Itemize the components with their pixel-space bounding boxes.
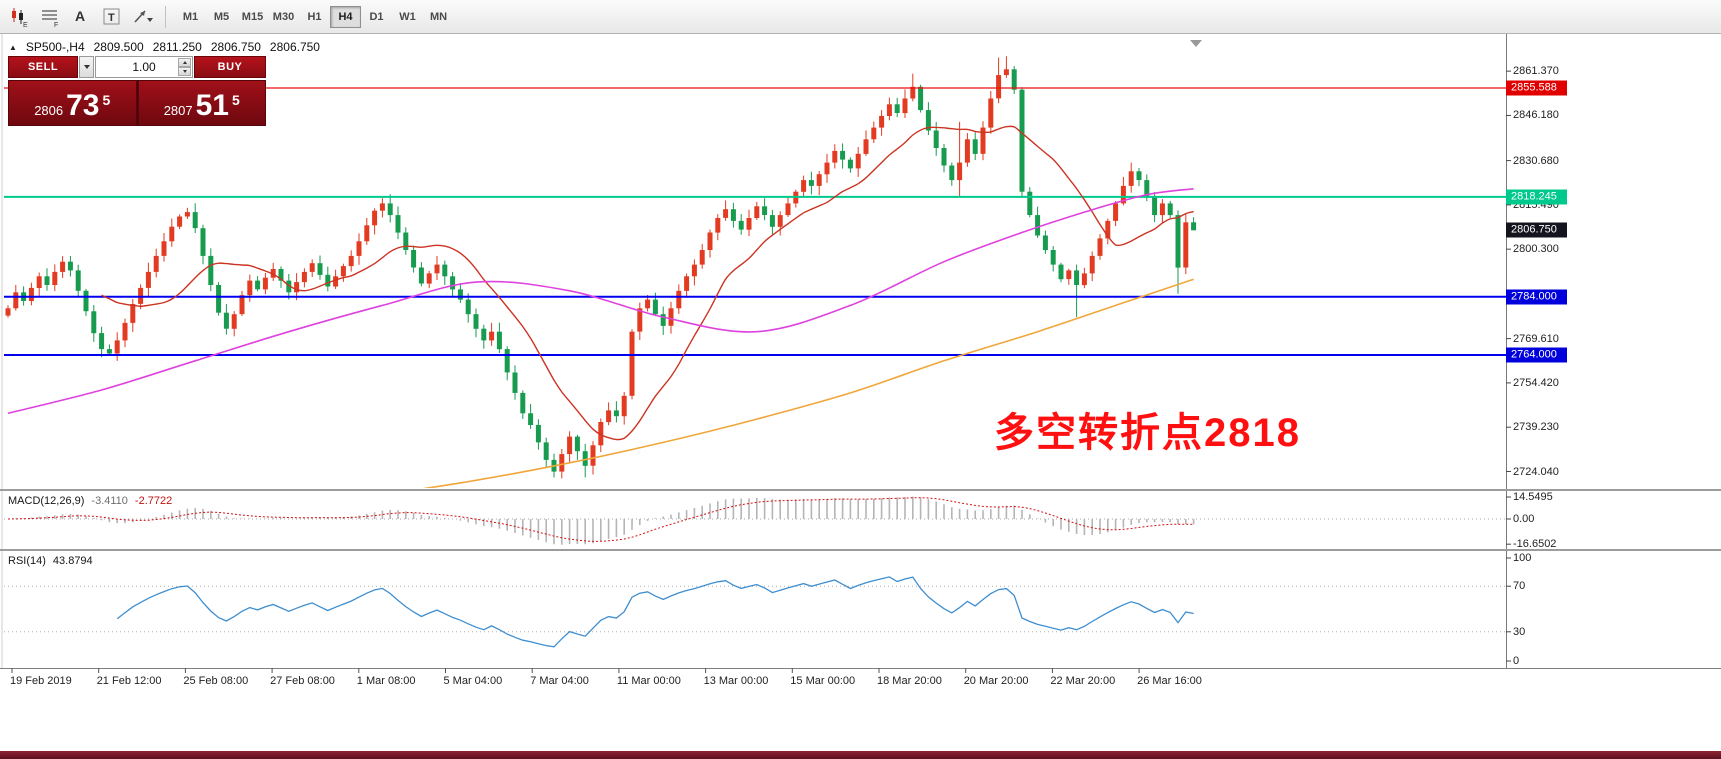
buy-button[interactable]: BUY xyxy=(194,56,266,78)
ohlc-low: 2806.750 xyxy=(210,40,261,54)
rsi-name: RSI(14) xyxy=(8,555,46,567)
buy-price-sup: 5 xyxy=(232,92,240,108)
price-axis-label: 2769.610 xyxy=(1513,332,1559,345)
rsi-axis-label: 30 xyxy=(1513,625,1526,638)
macd-axis-label: -16.6502 xyxy=(1513,538,1557,551)
macd-signal-value: -2.7722 xyxy=(134,495,173,507)
frame-tool-icon[interactable]: T xyxy=(99,4,125,30)
price-chart-canvas[interactable] xyxy=(0,34,1721,699)
macd-axis-label: 14.5495 xyxy=(1513,491,1553,503)
date-axis-label: 22 Mar 20:00 xyxy=(1050,675,1116,687)
chart-window: ▲ SP500-,H4 2809.500 2811.250 2806.750 2… xyxy=(0,34,1721,751)
timeframe-button-mn[interactable]: MN xyxy=(429,10,448,23)
svg-text:T: T xyxy=(108,12,115,24)
buy-price-small: 2807 xyxy=(163,103,193,118)
ohlc-close: 2806.750 xyxy=(269,40,320,54)
symbol-name: SP500-,H4 xyxy=(25,40,85,54)
date-axis-label: 13 Mar 00:00 xyxy=(703,675,769,687)
sell-button[interactable]: SELL xyxy=(8,56,78,78)
quotes-grid-icon[interactable]: F xyxy=(37,4,63,30)
date-axis-label: 21 Feb 12:00 xyxy=(96,675,162,687)
timeframe-button-h1[interactable]: H1 xyxy=(307,10,322,23)
date-axis-label: 1 Mar 08:00 xyxy=(356,675,416,687)
date-axis-label: 25 Feb 08:00 xyxy=(183,675,249,687)
macd-main-value: -3.4110 xyxy=(91,495,128,507)
price-tag-2764.000: 2764.000 xyxy=(1506,347,1567,363)
volume-value: 1.00 xyxy=(132,60,156,74)
svg-text:F: F xyxy=(54,22,58,29)
timeframe-button-m30[interactable]: M30 xyxy=(272,10,295,23)
price-axis-label: 2861.370 xyxy=(1513,65,1559,78)
date-axis-label: 15 Mar 00:00 xyxy=(790,675,856,687)
chart-annotation-text: 多空转折点2818 xyxy=(994,411,1301,455)
date-axis-label: 11 Mar 00:00 xyxy=(616,675,681,687)
timeframe-bar: M1 M5 M15 M30 H1 H4 D1 W1 MN xyxy=(175,5,454,28)
text-tool-icon[interactable]: A xyxy=(68,4,94,30)
date-axis-label: 26 Mar 16:00 xyxy=(1137,675,1202,687)
macd-axis-label: 0.00 xyxy=(1513,513,1535,525)
svg-text:E: E xyxy=(23,22,28,29)
candlestick-chart-icon[interactable]: E xyxy=(6,4,32,30)
timeframe-button-h4[interactable]: H4 xyxy=(330,5,361,28)
rsi-axis-label: 0 xyxy=(1513,655,1520,667)
rsi-value: 43.8794 xyxy=(52,555,93,567)
date-axis-label: 20 Mar 20:00 xyxy=(963,675,1029,687)
date-axis-label: 27 Feb 08:00 xyxy=(270,675,335,687)
chevron-down-icon xyxy=(182,70,187,73)
chevron-down-icon xyxy=(83,65,90,69)
rsi-axis-label: 100 xyxy=(1513,552,1532,564)
price-axis-label: 2739.230 xyxy=(1513,421,1559,434)
macd-label: MACD(12,26,9) -3.4110 -2.7722 xyxy=(8,495,172,507)
price-axis-label: 2830.680 xyxy=(1513,154,1559,167)
date-axis[interactable]: 19 Feb 2019 21 Feb 12:00 25 Feb 08:00 27 Fe… xyxy=(0,668,1721,694)
timeframe-button-m1[interactable]: M1 xyxy=(182,10,199,23)
volume-input[interactable]: 1.00 xyxy=(95,56,193,78)
macd-name: MACD(12,26,9) xyxy=(8,495,85,507)
buy-price-display[interactable]: 2807 51 5 xyxy=(137,80,266,126)
date-axis-label: 19 Feb 2019 xyxy=(10,675,72,687)
volume-dropdown[interactable] xyxy=(79,56,94,78)
toolbar-separator xyxy=(165,5,166,28)
chart-header: ▲ SP500-,H4 2809.500 2811.250 2806.750 2… xyxy=(9,40,320,54)
ohlc-high: 2811.250 xyxy=(152,40,202,54)
price-tag-2855.588: 2855.588 xyxy=(1506,80,1567,96)
price-tag-2784.000: 2784.000 xyxy=(1506,289,1567,305)
timeframe-button-m15[interactable]: M15 xyxy=(241,10,264,23)
timeframe-button-d1[interactable]: D1 xyxy=(369,10,384,23)
timeframe-button-w1[interactable]: W1 xyxy=(399,10,416,23)
price-axis-label: 2846.180 xyxy=(1513,109,1559,122)
cursor-tools-icon[interactable] xyxy=(130,4,156,30)
sell-price-small: 2806 xyxy=(34,103,64,118)
window-bottom-edge xyxy=(0,751,1721,759)
sell-price-big: 73 xyxy=(66,89,100,122)
ohlc-open: 2809.500 xyxy=(93,40,144,54)
price-tag-2818.245: 2818.245 xyxy=(1506,189,1567,205)
timeframe-button-m5[interactable]: M5 xyxy=(213,10,230,23)
one-click-trading-panel: SELL 1.00 BUY 2806 73 xyxy=(8,56,266,126)
price-axis-label: 2800.300 xyxy=(1513,243,1559,256)
buy-price-big: 51 xyxy=(195,89,229,122)
volume-decrease-button[interactable] xyxy=(178,67,191,76)
rsi-axis-label: 70 xyxy=(1513,580,1526,593)
sell-price-display[interactable]: 2806 73 5 xyxy=(8,80,137,126)
rsi-label: RSI(14) 43.8794 xyxy=(8,555,93,567)
svg-text:A: A xyxy=(75,8,85,24)
date-axis-label: 5 Mar 04:00 xyxy=(443,675,503,687)
price-axis[interactable]: 2861.370 2846.180 2830.680 2815.490 2800.300… xyxy=(1506,34,1721,668)
sell-price-sup: 5 xyxy=(102,92,111,108)
chevron-up-icon xyxy=(182,61,187,64)
volume-spinner xyxy=(178,58,191,76)
ohlc-marker-icon: ▲ xyxy=(9,42,17,52)
price-tag-2806.750: 2806.750 xyxy=(1506,222,1567,238)
price-axis-label: 2754.420 xyxy=(1513,376,1559,389)
toolbar: E F A T M1 M5 M15 M30 H1 H4 D1 W1 MN xyxy=(0,0,1721,34)
volume-increase-button[interactable] xyxy=(178,58,191,67)
date-axis-label: 7 Mar 04:00 xyxy=(530,675,589,687)
price-axis-label: 2724.040 xyxy=(1513,465,1559,478)
date-axis-label: 18 Mar 20:00 xyxy=(877,675,942,687)
